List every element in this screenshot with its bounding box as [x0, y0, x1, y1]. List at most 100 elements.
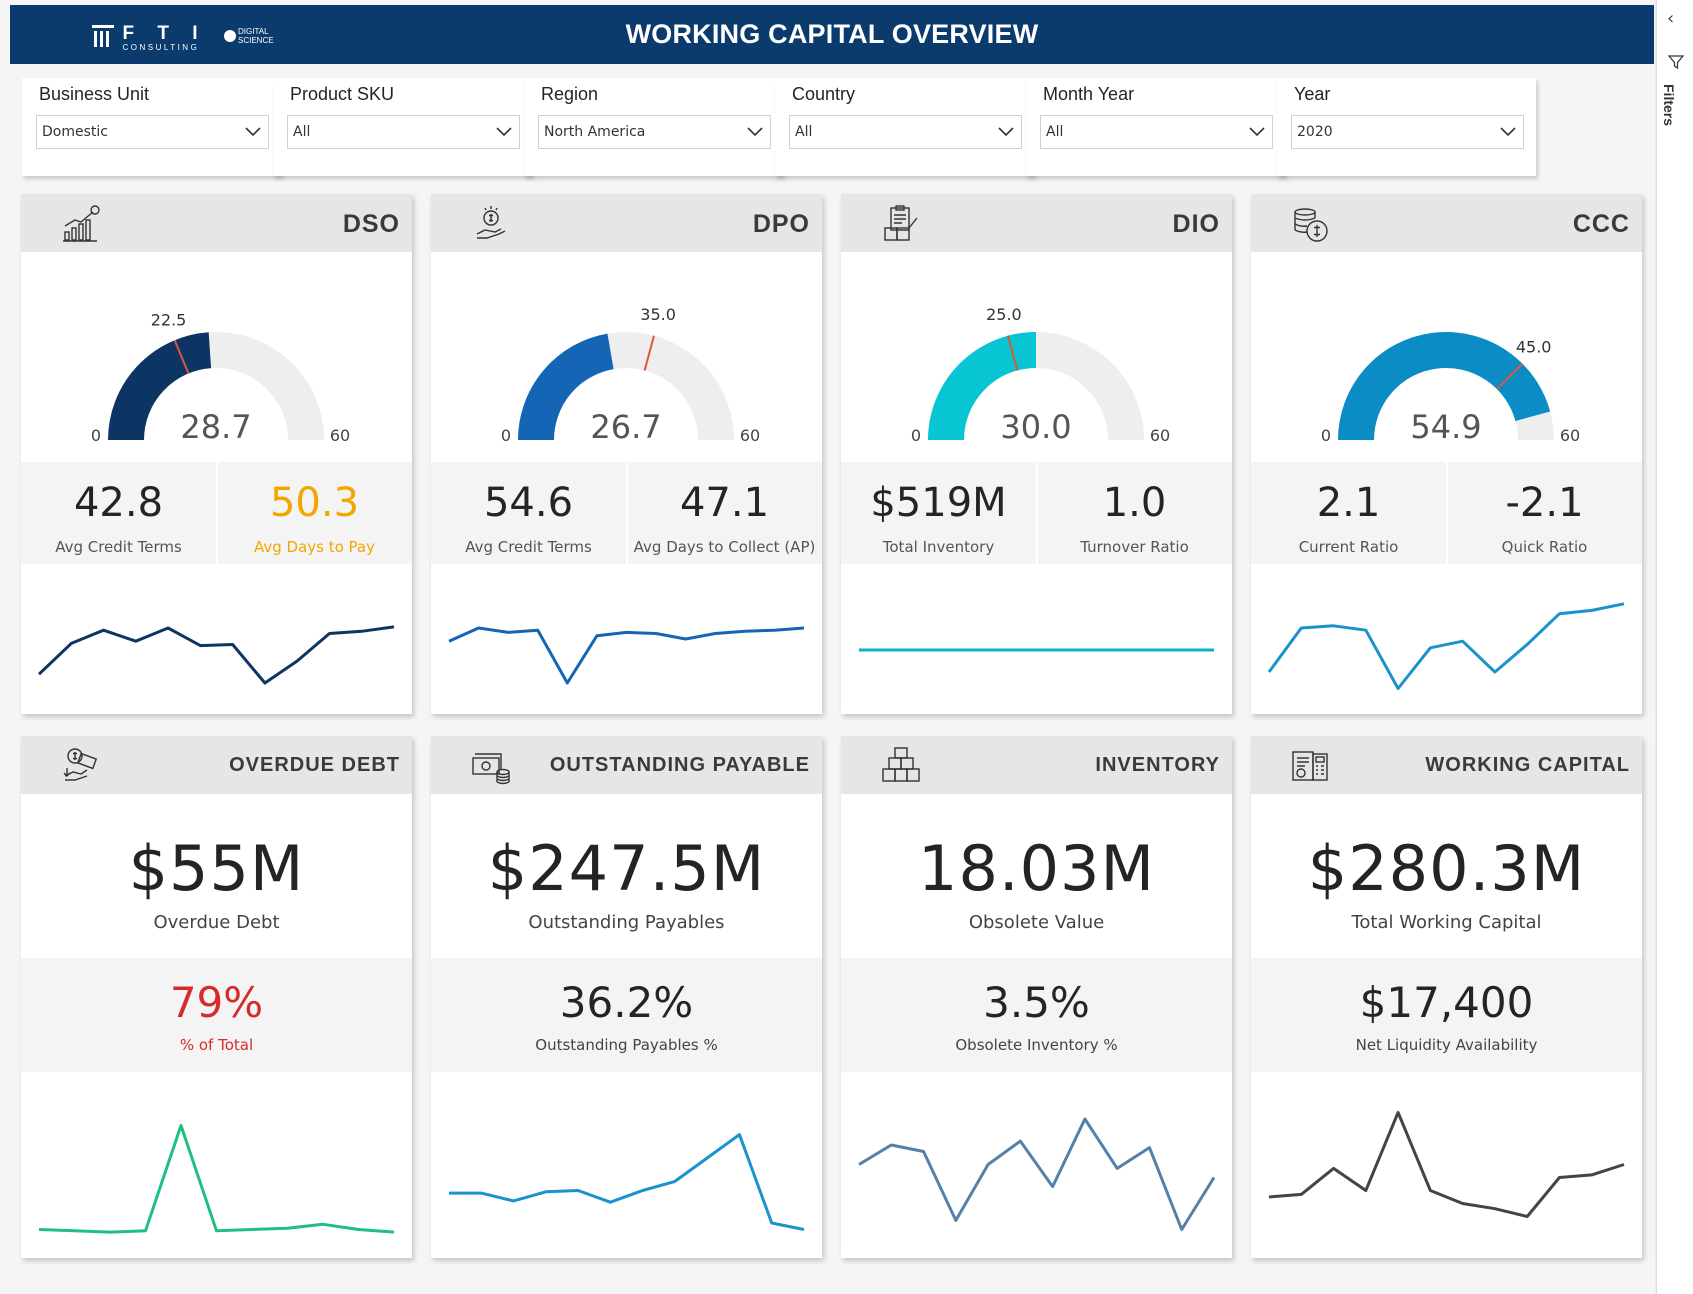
digital-science-text: DIGITAL SCIENCE: [238, 27, 274, 45]
slicer-dropdown[interactable]: All: [287, 115, 520, 149]
big-label: Total Working Capital: [1351, 912, 1542, 933]
gauge-target-label: 22.5: [151, 310, 187, 329]
kpi-value: $519M: [870, 480, 1007, 526]
kpi-avg-credit-terms: 54.6 Avg Credit Terms: [431, 462, 626, 564]
big-value: $247.5M: [487, 832, 766, 905]
sparkline-series: [858, 1117, 1216, 1231]
kpi-label: Total Inventory: [882, 538, 995, 556]
kpi-label: Current Ratio: [1298, 538, 1399, 556]
inventory-sparkline: [858, 1117, 1216, 1231]
gauge-value-arc: [518, 333, 615, 441]
funnel-icon[interactable]: [1668, 54, 1684, 70]
card-header: DSO: [21, 194, 412, 252]
card-title: DIO: [1172, 210, 1220, 238]
chevron-down-icon: [1500, 127, 1516, 137]
card-header: OVERDUE DEBT: [21, 736, 412, 794]
slicer-dropdown[interactable]: Domestic: [36, 115, 269, 149]
slicer-value: 2020: [1297, 124, 1333, 140]
sparkline-series: [448, 626, 805, 685]
big-value: $280.3M: [1307, 832, 1586, 905]
cash-coins-icon: [472, 753, 510, 785]
mid-value: 3.5%: [983, 978, 1090, 1027]
gauge-min-label: 0: [911, 426, 921, 445]
card-title: DSO: [342, 210, 400, 238]
kpi-value: 1.0: [1102, 480, 1167, 526]
payable-sparkline: [449, 1133, 805, 1231]
kpi-avg-days-to-collect: 47.1 Avg Days to Collect (AP): [627, 462, 822, 564]
fti-logo-icon: [92, 25, 114, 49]
slicer-dropdown[interactable]: All: [789, 115, 1022, 149]
digital-science-logo: DIGITAL SCIENCE: [224, 27, 274, 45]
slicer-business-unit: Business Unit Domestic: [22, 78, 281, 176]
chart-growth-icon: [63, 205, 100, 242]
kpi-value: 47.1: [679, 480, 770, 526]
mid-band: 3.5% Obsolete Inventory %: [841, 958, 1232, 1072]
mid-value: 79%: [169, 978, 264, 1027]
sparkline-series: [1268, 1111, 1625, 1218]
gauge-target-label: 25.0: [986, 305, 1022, 324]
dio-sparkline: [859, 648, 1214, 652]
kpi-total-inventory: $519M Total Inventory: [841, 462, 1036, 564]
gauge-target-label: 35.0: [640, 305, 676, 324]
filters-pane-label[interactable]: Filters: [1661, 84, 1677, 127]
boxes-icon: [882, 747, 920, 782]
slicer-year: Year 2020: [1277, 78, 1536, 176]
chevron-down-icon: [245, 127, 261, 137]
fti-logo: F T I CONSULTING: [92, 24, 207, 53]
card-title: OUTSTANDING PAYABLE: [549, 754, 810, 776]
gauge-value-arc: [108, 332, 212, 441]
slicer-value: Domestic: [42, 124, 108, 140]
gauge-target-marker: [643, 335, 655, 371]
fti-logo-subtext: CONSULTING: [122, 43, 200, 52]
page-title: WORKING CAPITAL OVERVIEW: [625, 19, 1039, 49]
card-header: DPO: [431, 194, 822, 252]
card-outstanding-payable: OUTSTANDING PAYABLE $247.5M Outstanding …: [431, 736, 822, 1258]
big-label: Obsolete Value: [968, 912, 1105, 933]
kpi-value: 2.1: [1316, 480, 1381, 526]
gauge-value-arc: [928, 332, 1037, 441]
slicer-dropdown[interactable]: 2020: [1291, 115, 1524, 149]
mid-label: % of Total: [179, 1036, 254, 1054]
slicer-label: Month Year: [1043, 84, 1135, 104]
gauge-max-label: 60: [1560, 426, 1580, 445]
kpi-avg-credit-terms: 42.8 Avg Credit Terms: [21, 462, 216, 564]
slicer-dropdown[interactable]: North America: [538, 115, 771, 149]
slicer-label: Product SKU: [290, 84, 395, 104]
card-working-capital: WORKING CAPITAL $280.3M Total Working Ca…: [1251, 736, 1642, 1258]
slicer-label: Business Unit: [39, 84, 150, 104]
calculator-doc-icon: [1292, 751, 1328, 781]
kpi-row: 2.1 Current Ratio -2.1 Quick Ratio: [1251, 462, 1642, 564]
gauge-value-label: 28.7: [180, 408, 251, 446]
slicer-dropdown[interactable]: All: [1040, 115, 1273, 149]
digital-science-icon: [224, 30, 236, 42]
gauge-target-marker: [1496, 362, 1524, 390]
mid-band: 36.2% Outstanding Payables %: [431, 958, 822, 1072]
card-ccc: CCC 45.0 54.9 0 60 2.1 Current Ratio -2.1 Q…: [1251, 194, 1642, 714]
card-title: DPO: [752, 210, 810, 238]
hand-coin-icon: [476, 206, 506, 239]
card-title: CCC: [1572, 210, 1630, 238]
dpo-sparkline: [448, 626, 805, 685]
report-canvas: F T I CONSULTING DIGITAL SCIENCE WORKING…: [10, 5, 1654, 1258]
slicer-value: All: [1046, 124, 1064, 140]
kpi-label: Turnover Ratio: [1080, 538, 1189, 556]
collapse-pane-chevron-icon[interactable]: ‹: [1667, 8, 1675, 29]
dso-sparkline: [37, 625, 395, 685]
kpi-value: 54.6: [483, 480, 574, 526]
kpi-label: Avg Credit Terms: [465, 538, 592, 556]
card-inventory: INVENTORY 18.03M Obsolete Value 3.5% Obs…: [841, 736, 1232, 1258]
kpi-label: Avg Days to Collect (AP): [633, 538, 816, 556]
card-header: OUTSTANDING PAYABLE: [431, 736, 822, 794]
big-label: Overdue Debt: [153, 912, 280, 933]
slicer-label: Region: [541, 84, 599, 104]
kpi-current-ratio: 2.1 Current Ratio: [1251, 462, 1446, 564]
card-dpo: DPO 35.0 26.7 0 60 54.6 Avg Credit Terms 47…: [431, 194, 822, 714]
ccc-sparkline: [1267, 602, 1625, 690]
kpi-label: Avg Credit Terms: [55, 538, 182, 556]
gauge-target-marker: [1007, 335, 1019, 371]
slicer-value: North America: [544, 124, 646, 140]
inventory-clipboard-icon: [884, 205, 918, 241]
chevron-down-icon: [998, 127, 1014, 137]
overdue-sparkline: [38, 1124, 395, 1234]
card-title: INVENTORY: [1095, 754, 1220, 776]
